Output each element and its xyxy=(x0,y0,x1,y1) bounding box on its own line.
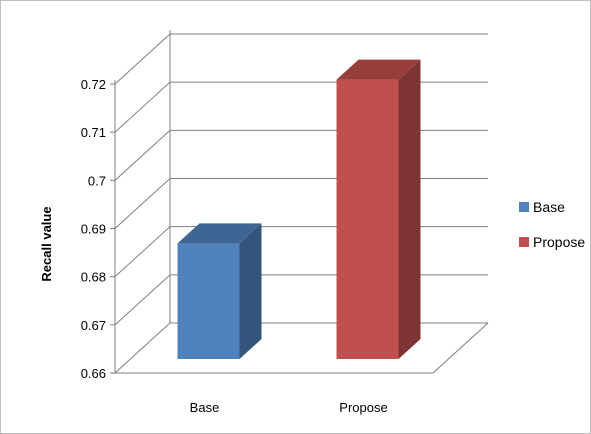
y-tick-label: 0.67 xyxy=(81,318,106,333)
bar-side xyxy=(398,59,421,360)
y-tick-label: 0.7 xyxy=(88,173,106,188)
x-category-labels: Base Propose xyxy=(190,400,388,415)
y-tick-label: 0.66 xyxy=(81,366,106,381)
gridlines xyxy=(110,33,488,374)
x-category-label: Propose xyxy=(339,400,387,415)
y-axis-title: Recall value xyxy=(39,206,54,281)
gridline-side xyxy=(114,178,171,229)
y-tick-label: 0.71 xyxy=(81,125,106,140)
legend-swatch xyxy=(519,237,529,247)
bar-base xyxy=(177,223,262,359)
bar-top xyxy=(336,59,421,80)
floor-right-edge xyxy=(432,322,489,374)
legend-item: Propose xyxy=(519,234,585,250)
gridline-side xyxy=(114,226,171,278)
gridline-side xyxy=(114,33,171,85)
x-category-label: Base xyxy=(190,400,220,415)
chart-walls xyxy=(114,30,489,374)
bar-propose xyxy=(336,59,421,360)
y-tick-labels: 0.66 0.67 0.68 0.69 0.7 0.71 0.72 xyxy=(81,77,106,381)
bar-front xyxy=(177,243,240,359)
y-tick-label: 0.68 xyxy=(81,270,106,285)
gridline-side xyxy=(114,81,171,133)
legend-label: Base xyxy=(533,199,565,215)
bars xyxy=(177,59,421,360)
legend: Base Propose xyxy=(519,199,585,250)
gridline-side xyxy=(114,129,171,181)
bar-top xyxy=(177,223,262,244)
y-tick-label: 0.72 xyxy=(81,77,106,92)
legend-label: Propose xyxy=(533,234,585,250)
legend-item: Base xyxy=(519,199,565,215)
bar-side xyxy=(239,223,262,359)
y-tick-label: 0.69 xyxy=(81,222,106,237)
gridline-side xyxy=(114,322,171,374)
legend-swatch xyxy=(519,202,529,212)
bar-front xyxy=(336,79,399,359)
gridline-side xyxy=(114,274,171,326)
